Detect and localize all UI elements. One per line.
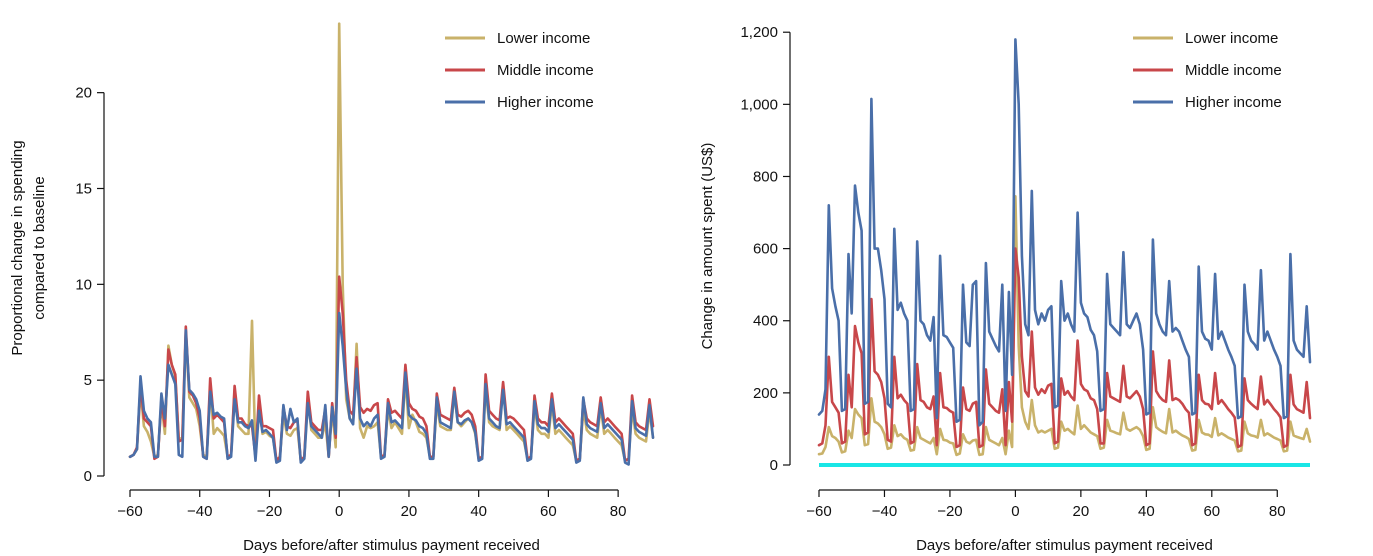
left-panel-proportional-change: 0 5 10 15 20 −60 −40 −20 0 20 40 60 80 Days before/af… bbox=[9, 22, 655, 554]
y-tick-label: 800 bbox=[753, 168, 778, 185]
series-line-higher-income bbox=[128, 311, 655, 466]
y-tick-label: 10 bbox=[75, 276, 92, 293]
y-tick-label: 1,200 bbox=[740, 24, 778, 41]
x-tick-label: −20 bbox=[257, 503, 282, 520]
legend-label: Higher income bbox=[1185, 94, 1282, 111]
y-axis-label: Proportional change in spending bbox=[9, 140, 26, 355]
legend-label: Higher income bbox=[497, 94, 594, 111]
x-tick-label: −60 bbox=[806, 503, 831, 520]
x-axis-label: Days before/after stimulus payment recei… bbox=[243, 537, 540, 554]
legend-label: Lower income bbox=[497, 30, 590, 47]
y-tick-label: 0 bbox=[770, 457, 778, 474]
x-tick-label: 40 bbox=[1138, 503, 1155, 520]
x-tick-label: 40 bbox=[470, 503, 487, 520]
x-tick-label: 60 bbox=[540, 503, 557, 520]
series-line-middle-income bbox=[817, 247, 1312, 449]
y-tick-label: 5 bbox=[84, 372, 92, 389]
y-tick-label: 600 bbox=[753, 241, 778, 258]
series-line-higher-income bbox=[817, 38, 1312, 427]
y-tick-label: 400 bbox=[753, 313, 778, 330]
y-tick-label: 0 bbox=[84, 468, 92, 485]
y-axis-label: Change in amount spent (US$) bbox=[699, 143, 716, 350]
x-axis-label: Days before/after stimulus payment recei… bbox=[916, 537, 1213, 554]
x-tick-label: 0 bbox=[1011, 503, 1019, 520]
y-tick-label: 20 bbox=[75, 85, 92, 102]
x-tick-label: −40 bbox=[872, 503, 897, 520]
right-panel-amount-spent: 0 200 400 600 800 1,000 1,200 −60 −40 −20 0 20 40 60 8… bbox=[699, 24, 1312, 554]
legend-label: Middle income bbox=[497, 62, 594, 79]
x-tick-label: 80 bbox=[1269, 503, 1286, 520]
x-tick-label: −20 bbox=[937, 503, 962, 520]
x-tick-label: −40 bbox=[187, 503, 212, 520]
legend-label: Lower income bbox=[1185, 30, 1278, 47]
x-tick-label: 20 bbox=[401, 503, 418, 520]
x-tick-label: −60 bbox=[117, 503, 142, 520]
y-tick-label: 1,000 bbox=[740, 96, 778, 113]
y-tick-label: 200 bbox=[753, 385, 778, 402]
y-axis-label: compared to baseline bbox=[31, 176, 48, 319]
legend-label: Middle income bbox=[1185, 62, 1282, 79]
series-line-lower-income bbox=[128, 22, 655, 462]
x-tick-label: 0 bbox=[335, 503, 343, 520]
series-line-lower-income bbox=[817, 195, 1312, 457]
x-tick-label: 20 bbox=[1073, 503, 1090, 520]
y-tick-label: 15 bbox=[75, 181, 92, 198]
x-tick-label: 80 bbox=[610, 503, 627, 520]
x-tick-label: 60 bbox=[1203, 503, 1220, 520]
